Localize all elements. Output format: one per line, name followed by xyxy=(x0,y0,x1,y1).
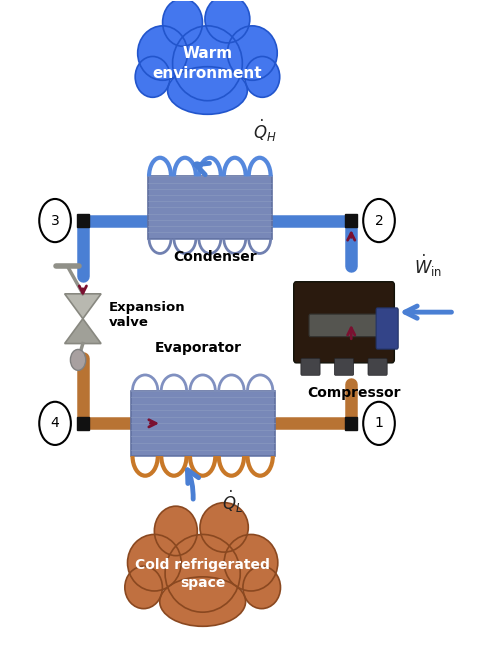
FancyBboxPatch shape xyxy=(335,358,354,375)
Text: 4: 4 xyxy=(51,417,59,430)
FancyBboxPatch shape xyxy=(301,358,320,375)
Ellipse shape xyxy=(162,0,202,46)
FancyBboxPatch shape xyxy=(294,282,394,363)
Text: 1: 1 xyxy=(375,417,384,430)
FancyBboxPatch shape xyxy=(346,417,357,430)
Ellipse shape xyxy=(135,57,170,97)
FancyBboxPatch shape xyxy=(147,176,272,238)
Text: Warm
environment: Warm environment xyxy=(153,46,262,81)
Text: Condenser: Condenser xyxy=(173,250,256,264)
Text: 2: 2 xyxy=(375,214,383,227)
Text: $\dot{W}_{\mathrm{in}}$: $\dot{W}_{\mathrm{in}}$ xyxy=(414,254,442,279)
Circle shape xyxy=(363,402,395,445)
Ellipse shape xyxy=(243,566,281,608)
FancyBboxPatch shape xyxy=(368,358,387,375)
Ellipse shape xyxy=(173,26,242,101)
Ellipse shape xyxy=(224,534,278,591)
Circle shape xyxy=(70,350,86,371)
FancyBboxPatch shape xyxy=(77,417,89,430)
Ellipse shape xyxy=(228,26,277,80)
Text: Compressor: Compressor xyxy=(307,386,401,399)
Ellipse shape xyxy=(154,506,197,556)
Ellipse shape xyxy=(168,66,247,114)
Polygon shape xyxy=(296,285,392,323)
Ellipse shape xyxy=(200,503,248,552)
Ellipse shape xyxy=(125,566,162,608)
Circle shape xyxy=(39,402,71,445)
Circle shape xyxy=(39,199,71,242)
Text: $\dot{Q}_H$: $\dot{Q}_H$ xyxy=(253,118,277,144)
Ellipse shape xyxy=(245,57,280,97)
Ellipse shape xyxy=(205,0,250,43)
Ellipse shape xyxy=(165,534,240,612)
Ellipse shape xyxy=(160,577,246,626)
FancyBboxPatch shape xyxy=(77,214,89,227)
Ellipse shape xyxy=(138,26,187,80)
FancyBboxPatch shape xyxy=(346,214,357,227)
FancyBboxPatch shape xyxy=(376,308,398,349)
Text: Evaporator: Evaporator xyxy=(154,341,241,355)
Polygon shape xyxy=(65,319,101,344)
Text: Cold refrigerated
space: Cold refrigerated space xyxy=(135,558,270,590)
Text: 3: 3 xyxy=(51,214,59,227)
Text: Expansion
valve: Expansion valve xyxy=(109,302,186,329)
Polygon shape xyxy=(65,294,101,319)
Text: $\dot{Q}_L$: $\dot{Q}_L$ xyxy=(222,489,243,515)
Circle shape xyxy=(363,199,395,242)
FancyBboxPatch shape xyxy=(131,391,275,456)
FancyBboxPatch shape xyxy=(309,314,379,336)
Ellipse shape xyxy=(128,534,181,591)
